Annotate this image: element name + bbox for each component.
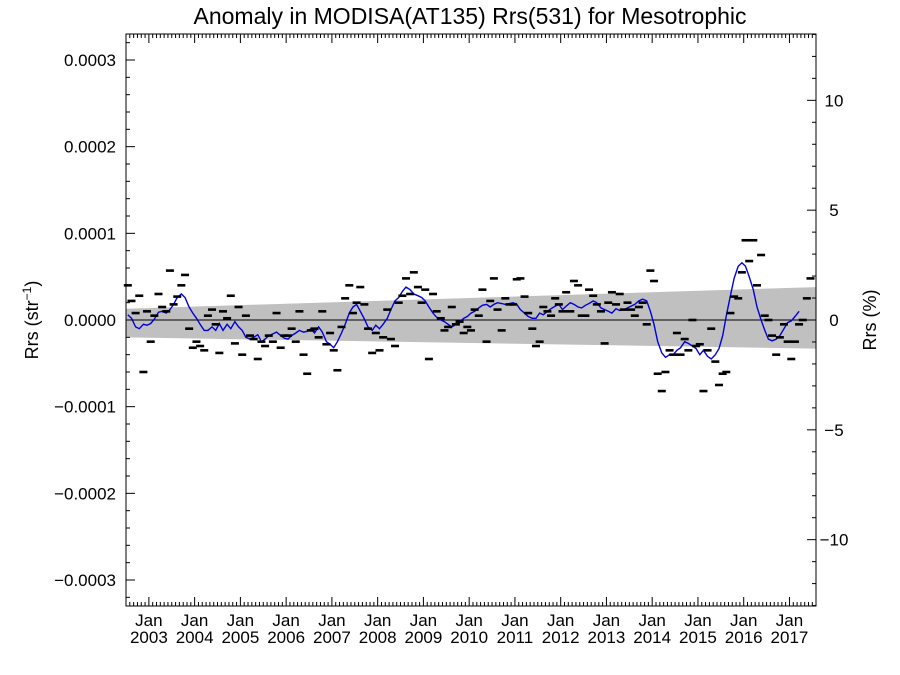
x-tick-label-year: 2006 [267, 628, 305, 647]
x-tick-label-month: Jan [547, 611, 574, 630]
x-tick-label-month: Jan [455, 611, 482, 630]
x-tick-label-month: Jan [135, 611, 162, 630]
x-tick-label-year: 2016 [725, 628, 763, 647]
x-tick-label-month: Jan [272, 611, 299, 630]
x-tick-label-month: Jan [181, 611, 208, 630]
x-tick-label-month: Jan [730, 611, 757, 630]
y-left-tick-label: 0.0000 [64, 311, 116, 330]
x-tick-label-month: Jan [501, 611, 528, 630]
x-tick-label-month: Jan [593, 611, 620, 630]
x-tick-label-month: Jan [410, 611, 437, 630]
x-tick-label-month: Jan [684, 611, 711, 630]
plot-area [123, 238, 816, 393]
x-tick-label-year: 2015 [679, 628, 717, 647]
x-tick-label-year: 2013 [588, 628, 626, 647]
x-tick-label-year: 2011 [497, 628, 534, 647]
x-tick-label-month: Jan [638, 611, 665, 630]
x-tick-label-year: 2014 [633, 628, 671, 647]
y-left-tick-label: −0.0002 [54, 484, 116, 503]
chart-title: Anomaly in MODISA(AT135) Rrs(531) for Me… [193, 3, 746, 29]
y-left-tick-label: 0.0001 [64, 224, 116, 243]
x-tick-label-year: 2008 [359, 628, 397, 647]
y-right-tick-label: −5 [824, 421, 843, 440]
y-left-tick-label: 0.0002 [64, 138, 116, 157]
running-mean-line [127, 261, 800, 360]
y-left-tick-label: −0.0003 [54, 571, 116, 590]
x-tick-label-month: Jan [776, 611, 803, 630]
x-tick-label-year: 2012 [542, 628, 580, 647]
y-left-tick-label: 0.0003 [64, 51, 116, 70]
y-left-tick-label: −0.0001 [54, 398, 116, 417]
x-tick-label-year: 2004 [176, 628, 214, 647]
y-right-tick-label: 10 [825, 91, 844, 110]
x-tick-label-year: 2010 [450, 628, 488, 647]
x-tick-label-year: 2005 [221, 628, 259, 647]
y-axis-left-label: Rrs (str−1) [20, 281, 42, 360]
x-tick-label-month: Jan [364, 611, 391, 630]
y-right-tick-label: 0 [829, 311, 838, 330]
x-tick-label-year: 2003 [130, 628, 168, 647]
y-right-tick-label: −10 [820, 531, 849, 550]
y-axis-right-label: Rrs (%) [860, 290, 880, 351]
x-tick-label-year: 2017 [771, 628, 809, 647]
y-right-tick-label: 5 [829, 201, 838, 220]
x-tick-label-month: Jan [318, 611, 345, 630]
x-tick-label-month: Jan [227, 611, 254, 630]
axes: Jan2003Jan2004Jan2005Jan2006Jan2007Jan20… [54, 33, 849, 647]
x-tick-label-year: 2007 [313, 628, 351, 647]
x-tick-label-year: 2009 [404, 628, 442, 647]
